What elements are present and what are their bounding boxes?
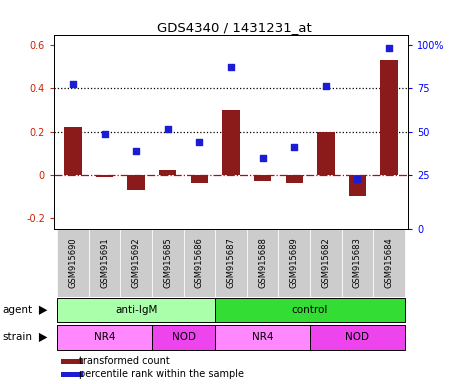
Text: anti-IgM: anti-IgM — [115, 305, 157, 315]
Bar — [317, 132, 334, 175]
Bar — [310, 229, 341, 297]
Bar — [89, 229, 121, 297]
Text: strain: strain — [2, 333, 32, 343]
Text: GSM915692: GSM915692 — [132, 237, 141, 288]
Text: transformed count: transformed count — [79, 356, 169, 366]
Point — [290, 144, 298, 150]
Bar — [286, 175, 303, 184]
Point — [132, 148, 140, 154]
Bar — [57, 229, 89, 297]
Bar — [380, 60, 398, 175]
Text: NOD: NOD — [172, 332, 196, 342]
Text: GSM915684: GSM915684 — [385, 237, 393, 288]
Bar — [57, 325, 152, 350]
Text: NR4: NR4 — [252, 332, 273, 342]
Point — [386, 45, 393, 51]
Point — [101, 131, 108, 137]
Bar — [159, 170, 176, 175]
Bar — [191, 175, 208, 184]
Bar — [215, 229, 247, 297]
Text: GSM915689: GSM915689 — [290, 237, 299, 288]
Bar — [247, 229, 279, 297]
Text: control: control — [292, 305, 328, 315]
Bar — [128, 175, 145, 190]
Point — [69, 81, 76, 87]
Text: GSM915690: GSM915690 — [68, 237, 77, 288]
Point — [196, 139, 203, 146]
Bar — [373, 229, 405, 297]
Bar — [61, 372, 83, 377]
Bar — [222, 110, 240, 175]
Bar — [57, 298, 215, 323]
Text: GDS4340 / 1431231_at: GDS4340 / 1431231_at — [157, 21, 312, 34]
Point — [259, 154, 266, 161]
Text: GSM915688: GSM915688 — [258, 237, 267, 288]
Bar — [64, 127, 82, 175]
Text: NOD: NOD — [346, 332, 370, 342]
Point — [354, 176, 361, 182]
Point — [164, 126, 172, 132]
Text: GSM915687: GSM915687 — [227, 237, 235, 288]
Bar — [349, 175, 366, 196]
Text: GSM915691: GSM915691 — [100, 237, 109, 288]
Point — [322, 83, 330, 89]
Bar — [121, 229, 152, 297]
Text: agent: agent — [2, 305, 32, 315]
Bar — [215, 325, 310, 350]
Bar — [341, 229, 373, 297]
Bar — [254, 175, 271, 181]
Bar — [215, 298, 405, 323]
Bar — [183, 229, 215, 297]
Bar — [96, 175, 113, 177]
Text: GSM915683: GSM915683 — [353, 237, 362, 288]
Bar — [310, 325, 405, 350]
Text: GSM915685: GSM915685 — [163, 237, 172, 288]
Text: GSM915686: GSM915686 — [195, 237, 204, 288]
Point — [227, 64, 234, 70]
Text: NR4: NR4 — [94, 332, 115, 342]
Bar — [61, 359, 83, 364]
Text: GSM915682: GSM915682 — [321, 237, 330, 288]
Text: percentile rank within the sample: percentile rank within the sample — [79, 369, 244, 379]
Bar — [279, 229, 310, 297]
Bar — [152, 229, 183, 297]
Bar — [152, 325, 215, 350]
